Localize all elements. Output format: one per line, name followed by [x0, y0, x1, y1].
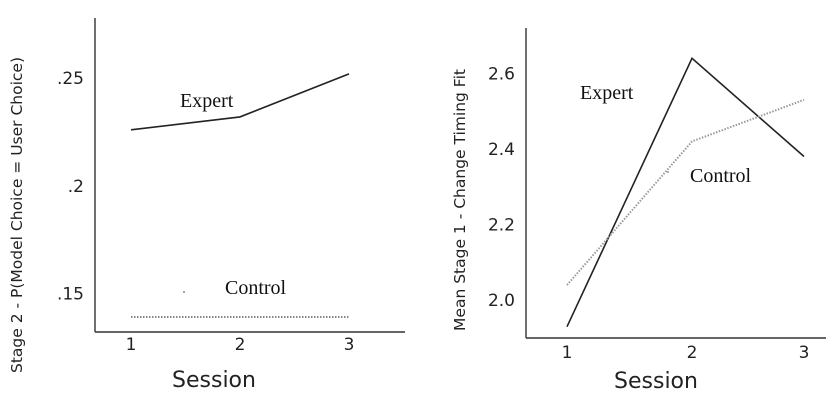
series-label-expert: Expert: [180, 90, 234, 112]
x-tick-label: 2: [687, 343, 698, 363]
y-tick-label: .25: [57, 69, 84, 89]
y-tick-label: 2.6: [488, 64, 515, 84]
series-line-expert: [130, 73, 350, 131]
x-tick-label: 2: [235, 335, 246, 355]
stray-dot: [183, 291, 185, 293]
chart-left: .15 .2 .25 1 2 3 Session Stage 2 - P(Model Ch…: [8, 18, 405, 393]
series-label-control: Control: [225, 277, 287, 299]
y-tick-label: .15: [57, 284, 84, 304]
y-tick-label: .2: [68, 177, 84, 197]
stray-dot: [667, 171, 669, 173]
x-axis-label: Session: [614, 369, 698, 394]
y-tick-label: 2.0: [488, 291, 515, 311]
x-tick-label: 1: [562, 343, 573, 363]
series-label-expert: Expert: [580, 82, 634, 104]
series-line-control: [566, 98, 805, 286]
y-tick-label: 2.4: [488, 140, 515, 160]
x-axis-label: Session: [172, 368, 256, 393]
y-tick-label: 2.2: [488, 216, 515, 236]
x-tick-label: 3: [344, 335, 355, 355]
x-tick-label: 1: [126, 335, 137, 355]
x-tick-label: 3: [799, 343, 810, 363]
chart-right: 2.0 2.2 2.4 2.6 1 2 3 Session Mean Stage 1 - C…: [451, 28, 826, 394]
y-axis-label: Stage 2 - P(Model Choice = User Choice): [8, 57, 26, 373]
series-label-control: Control: [690, 165, 752, 187]
y-axis-label: Mean Stage 1 - Change Timing Fit: [451, 69, 469, 331]
